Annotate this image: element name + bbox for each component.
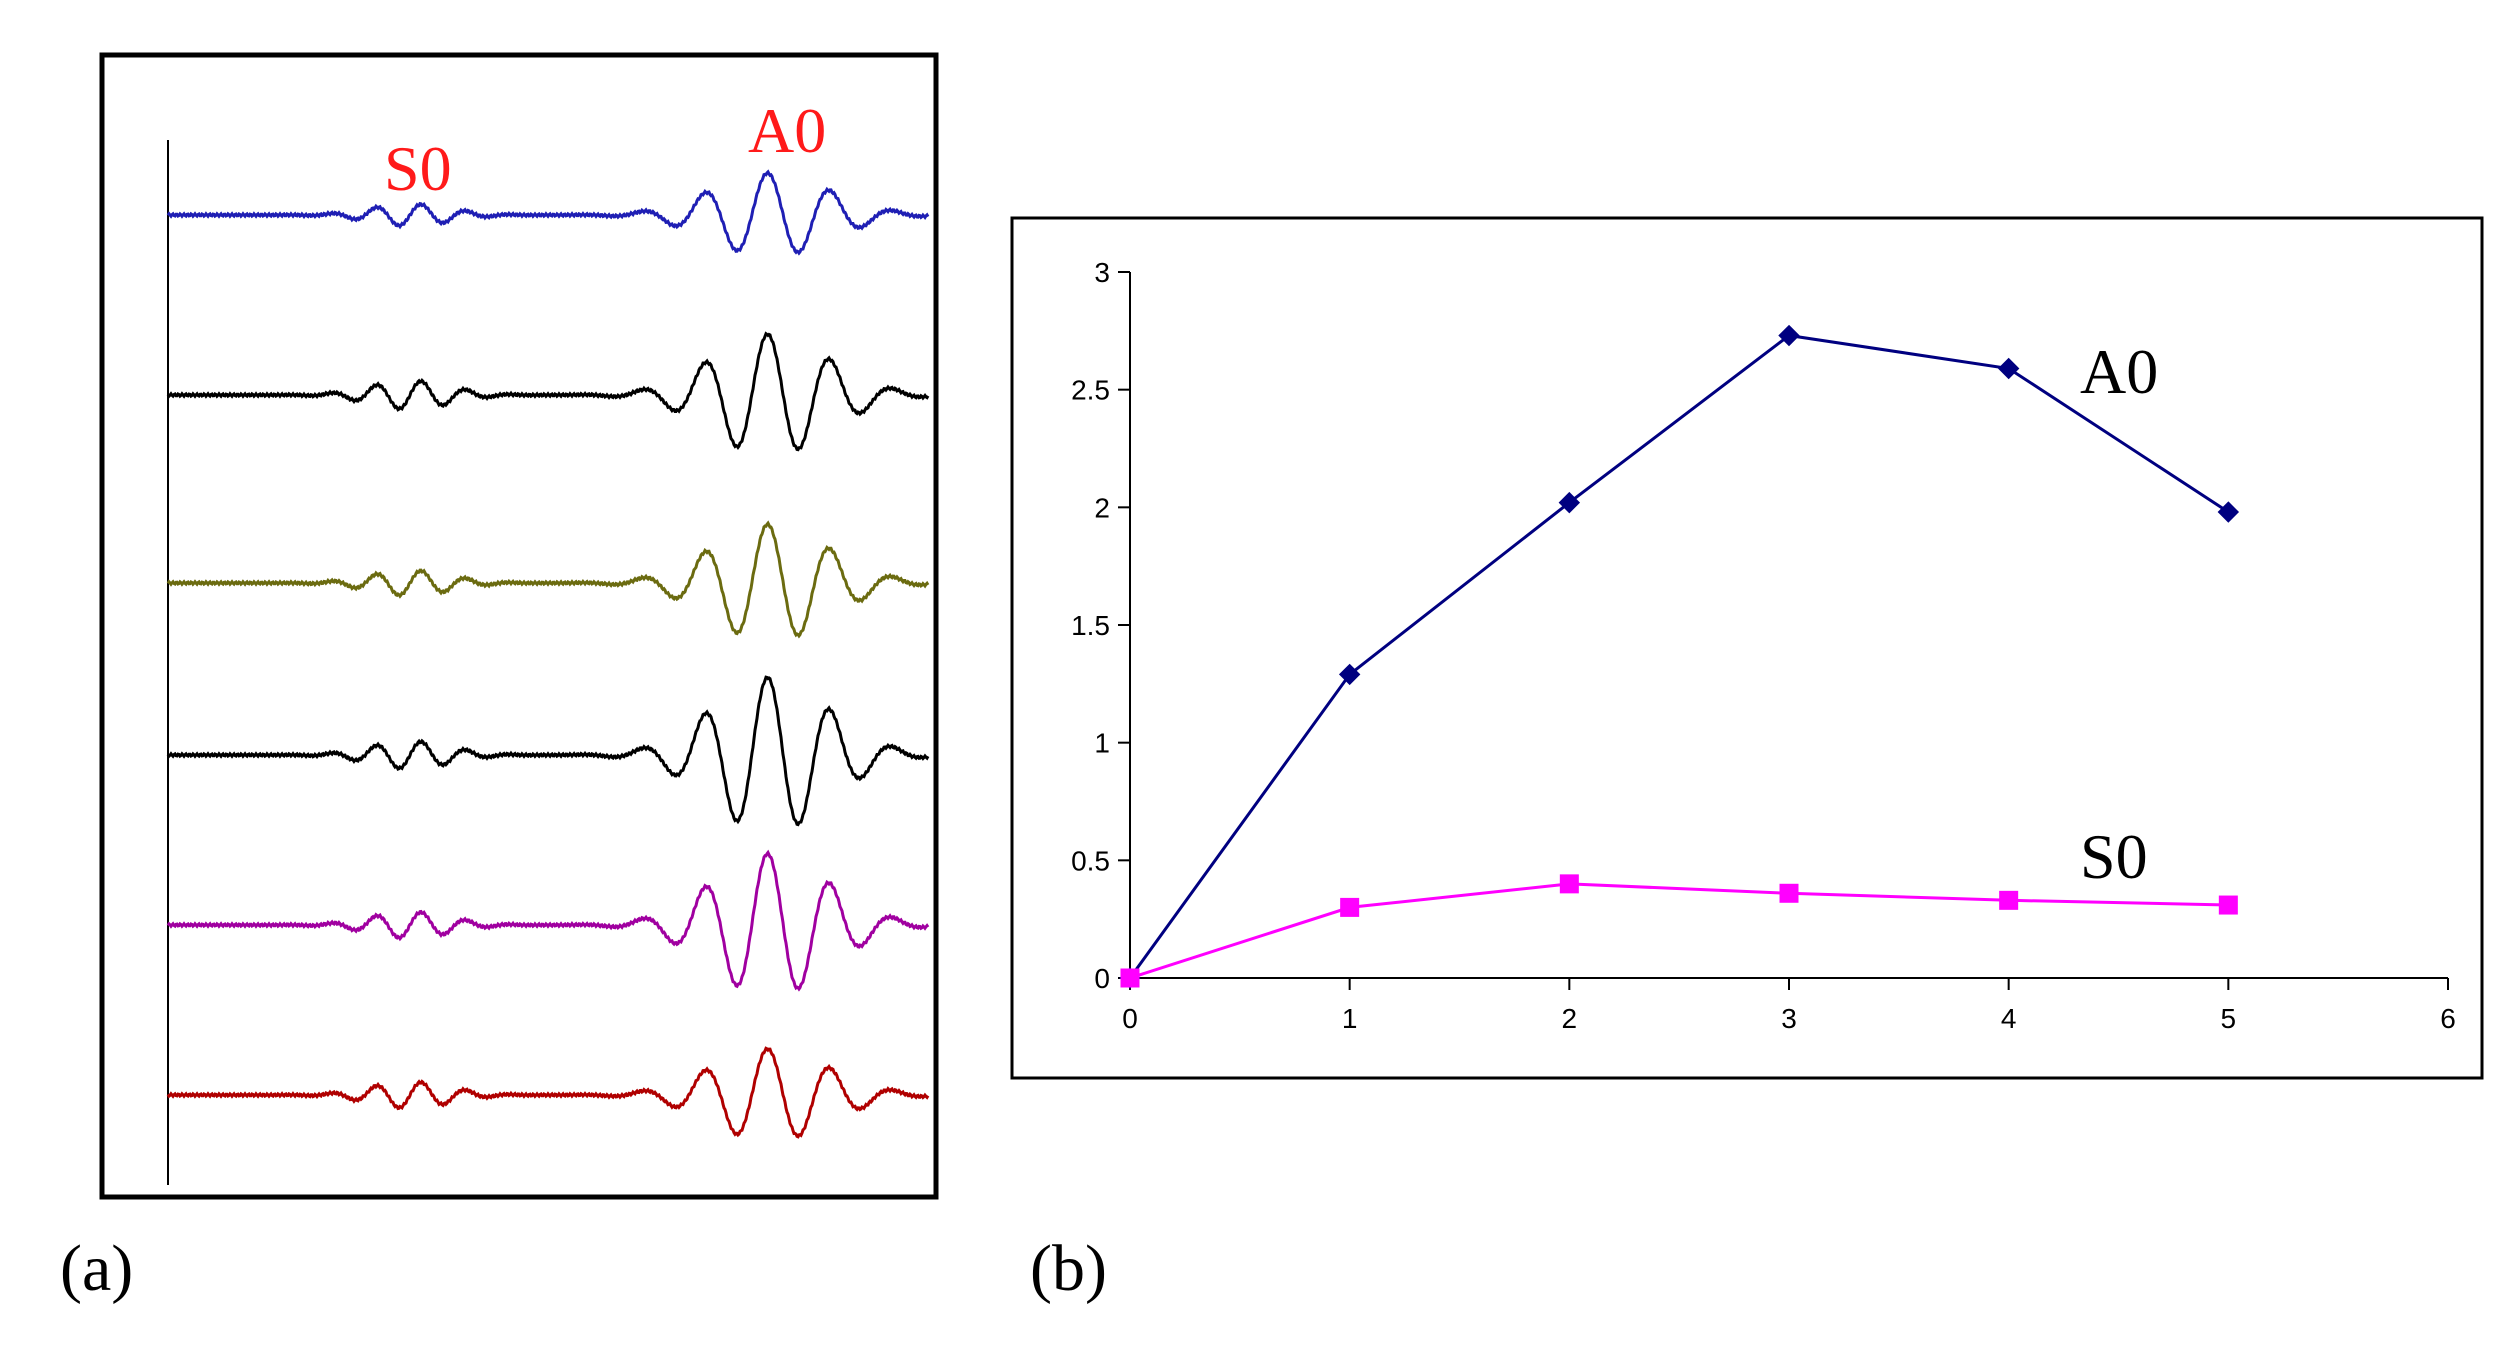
x-tick-label: 4 xyxy=(2001,1003,2017,1034)
y-tick-label: 1.5 xyxy=(1071,610,1110,641)
x-ticks: 0 1 2 3 4 5 6 xyxy=(1122,978,2456,1034)
x-tick-label: 5 xyxy=(2221,1003,2237,1034)
data-point-s0-2 xyxy=(1559,874,1579,894)
waveform-trace-6 xyxy=(166,1046,930,1139)
panel-b-frame xyxy=(1010,216,2484,1080)
panel-b-tag: (b) xyxy=(1030,1232,1107,1305)
y-tick-label: 1 xyxy=(1094,728,1110,759)
y-tick-label: 2 xyxy=(1094,492,1110,523)
waveform-traces xyxy=(166,169,930,1139)
panel-b: 0 0.5 1 1.5 2 2.5 3 0 1 2 3 4 5 6 A0 S0 (b) xyxy=(1010,216,2484,1305)
x-tick-label: 3 xyxy=(1781,1003,1797,1034)
data-point-s0-5 xyxy=(2218,895,2238,915)
x-tick-label: 1 xyxy=(1342,1003,1358,1034)
data-point-a0-2 xyxy=(1558,491,1581,514)
data-point-s0-1 xyxy=(1340,897,1360,917)
series-layer xyxy=(1119,324,2240,989)
s0-series-label: S0 xyxy=(2080,821,2148,892)
s0-mode-label: S0 xyxy=(384,133,452,204)
series-line-s0 xyxy=(1129,882,2229,980)
y-tick-label: 0 xyxy=(1094,963,1110,994)
waveform-trace-4 xyxy=(166,675,930,827)
x-tick-label: 0 xyxy=(1122,1003,1138,1034)
x-tick-label: 2 xyxy=(1562,1003,1578,1034)
waveform-trace-1 xyxy=(166,169,930,256)
waveform-trace-2 xyxy=(166,331,930,452)
y-tick-label: 2.5 xyxy=(1071,375,1110,406)
data-point-a0-4 xyxy=(1997,357,2020,380)
data-point-s0-4 xyxy=(1999,890,2019,910)
data-point-s0-3 xyxy=(1779,883,1799,903)
a0-series-label: A0 xyxy=(2080,336,2158,407)
panel-a-tag: (a) xyxy=(60,1232,133,1305)
data-point-a0-5 xyxy=(2217,501,2240,523)
a0-mode-label: A0 xyxy=(748,95,826,166)
waveform-trace-5 xyxy=(166,849,930,992)
waveform-trace-3 xyxy=(166,520,930,639)
y-tick-label: 3 xyxy=(1094,257,1110,288)
y-tick-label: 0.5 xyxy=(1071,845,1110,876)
series-line-a0 xyxy=(1128,333,2230,979)
panel-a: S0 A0 (a) xyxy=(60,52,939,1305)
data-point-s0-0 xyxy=(1120,968,1140,988)
y-ticks: 0 0.5 1 1.5 2 2.5 3 xyxy=(1071,257,1130,994)
x-tick-label: 6 xyxy=(2440,1003,2456,1034)
panel-a-frame xyxy=(99,52,939,1200)
data-point-a0-3 xyxy=(1778,324,1800,347)
data-point-a0-1 xyxy=(1338,663,1361,686)
